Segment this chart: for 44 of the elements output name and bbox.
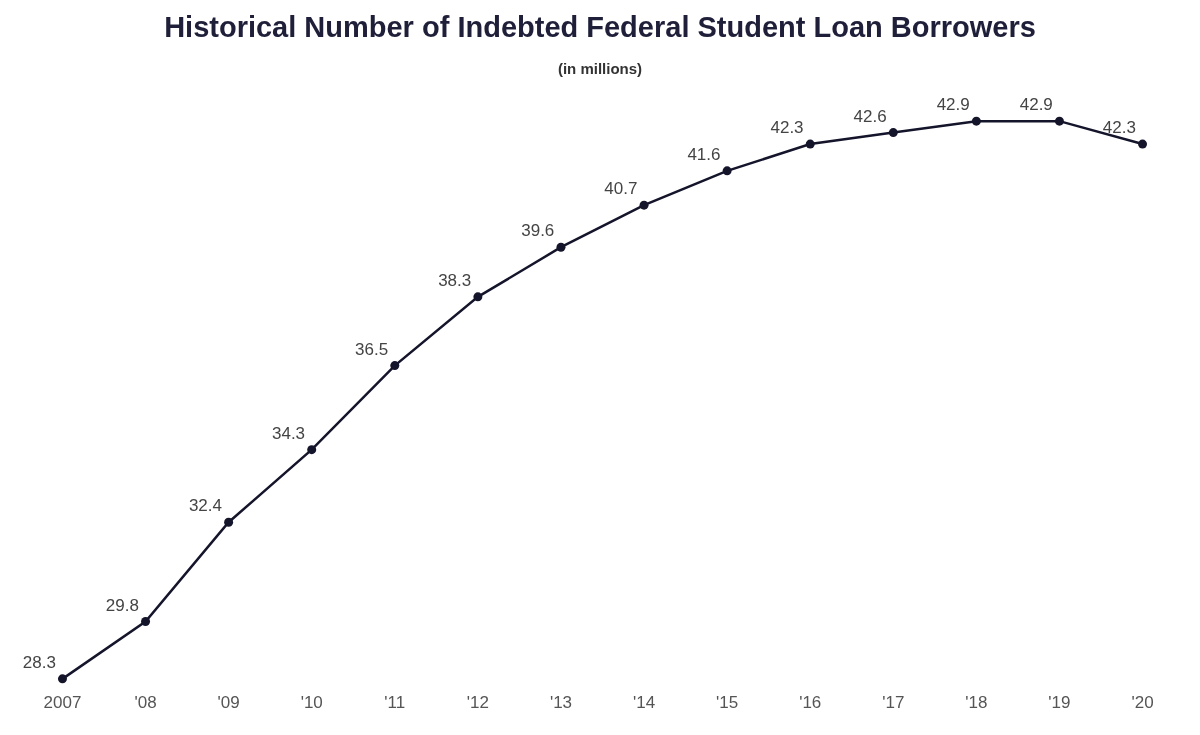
data-label: 36.5	[355, 339, 389, 359]
point	[556, 242, 566, 252]
point	[1138, 139, 1148, 149]
point	[224, 517, 234, 527]
point	[57, 674, 67, 684]
point	[805, 139, 815, 149]
x-tick-label: '15	[716, 693, 739, 712]
point	[888, 128, 898, 138]
x-tick-label: '12	[466, 693, 489, 712]
data-label: 28.3	[22, 652, 56, 672]
x-tick-label: '10	[300, 693, 323, 712]
point	[473, 292, 483, 302]
point	[307, 445, 317, 455]
x-tick-label: '09	[217, 693, 240, 712]
data-label: 41.6	[687, 144, 721, 164]
data-label: 34.3	[271, 423, 306, 443]
data-label: 42.9	[1019, 95, 1053, 115]
x-tick-label: '18	[965, 693, 988, 712]
data-label: 42.3	[770, 118, 804, 138]
chart-subtitle: (in millions)	[557, 60, 643, 78]
data-label: 39.6	[521, 221, 555, 241]
point	[639, 200, 649, 210]
data-label: 42.6	[853, 106, 887, 126]
x-tick-label: '17	[882, 693, 905, 712]
x-tick-label: '20	[1131, 693, 1154, 712]
x-tick-label: '16	[799, 693, 822, 712]
point	[722, 166, 732, 176]
x-tick-label: '19	[1048, 693, 1071, 712]
x-tick-label: '13	[549, 693, 573, 712]
chart-title: Historical Number of Indebted Federal Student Loan Borrowers	[164, 10, 1036, 43]
data-label: 29.8	[105, 595, 139, 615]
x-tick-label: 2007	[43, 693, 82, 712]
x-tick-label: '14	[632, 693, 656, 712]
point	[1054, 116, 1064, 126]
x-tick-label: '11	[384, 693, 406, 712]
point	[141, 617, 151, 627]
x-tick-label: '08	[134, 693, 157, 712]
data-label: 42.9	[936, 95, 970, 115]
data-label: 32.4	[188, 496, 223, 516]
point	[971, 116, 981, 126]
data-label: 40.7	[604, 179, 638, 199]
data-label: 38.3	[438, 270, 472, 290]
point	[390, 361, 400, 371]
data-label: 42.3	[1102, 118, 1136, 138]
